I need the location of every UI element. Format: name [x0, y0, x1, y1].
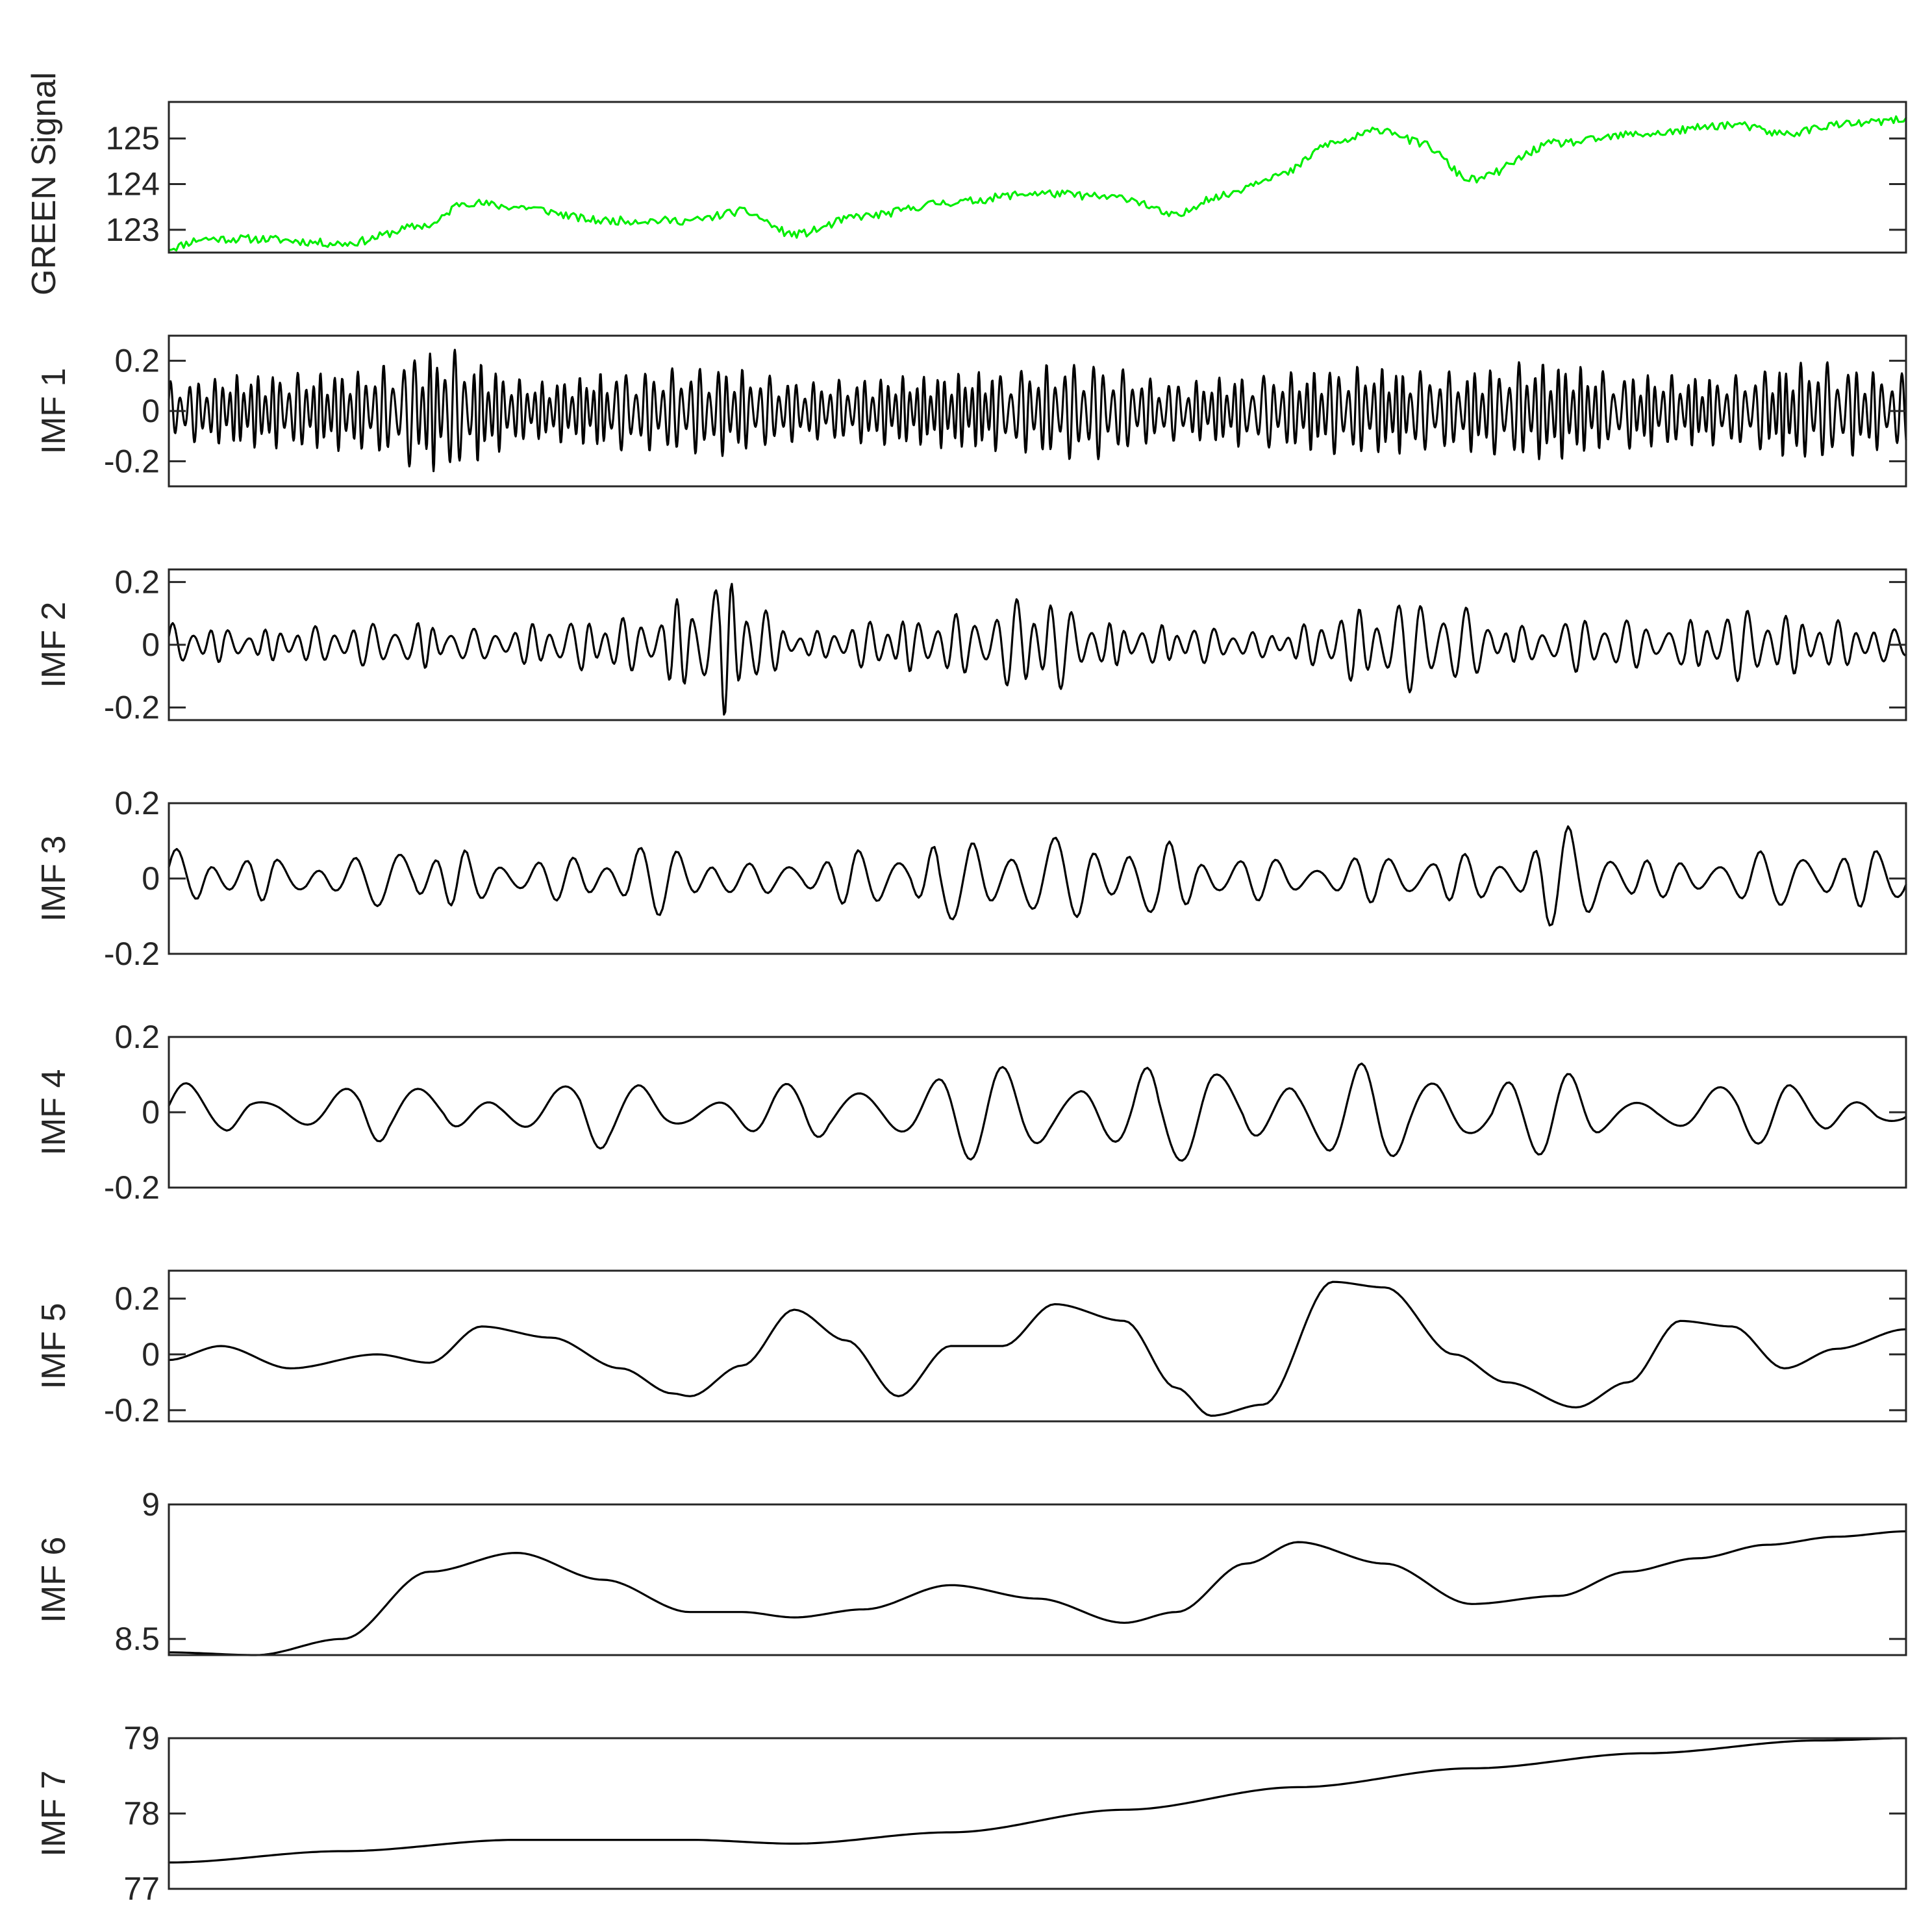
- series-line: [168, 1737, 1907, 1864]
- subplot-1: 123 124 125 GREEN Signal: [25, 72, 1907, 295]
- series-line: [168, 349, 1907, 473]
- subplot-2: -0.2 0 0.2 IMF 1: [35, 334, 1907, 488]
- y-tick-label: 0.2: [114, 564, 160, 600]
- y-axis-label: IMF 7: [35, 1771, 73, 1857]
- y-axis-label: IMF 2: [35, 602, 73, 688]
- y-axis-label: IMF 1: [35, 368, 73, 455]
- axes-box: [168, 101, 1907, 254]
- y-tick-label: 123: [106, 212, 160, 248]
- y-tick-label: 0: [142, 1336, 160, 1373]
- y-tick-label: 0.2: [114, 785, 160, 821]
- series-line: [168, 582, 1907, 716]
- y-axis-label: IMF 6: [35, 1537, 73, 1623]
- axes-box: [168, 1503, 1907, 1656]
- y-tick-label: 0: [142, 627, 160, 663]
- y-tick-label: 9: [142, 1486, 160, 1523]
- y-tick-label: 8.5: [114, 1621, 160, 1657]
- y-tick-label: 124: [106, 166, 160, 203]
- y-axis-label: IMF 5: [35, 1303, 73, 1390]
- y-axis-label: IMF 4: [35, 1069, 73, 1156]
- subplot-7: 8.5 9 IMF 6: [35, 1486, 1907, 1657]
- y-axis-label: IMF 3: [35, 836, 73, 922]
- axes-box: [168, 802, 1907, 955]
- series-line: [168, 1062, 1907, 1162]
- y-tick-label: 0.2: [114, 1019, 160, 1055]
- y-tick-label: 0.2: [114, 1280, 160, 1317]
- series-line: [168, 825, 1907, 927]
- y-tick-label: -0.2: [104, 690, 160, 726]
- subplot-6: -0.2 0 0.2 IMF 5: [35, 1269, 1907, 1428]
- axes-box: [168, 1269, 1907, 1423]
- y-tick-label: 77: [123, 1871, 160, 1907]
- y-tick-label: -0.2: [104, 443, 160, 479]
- y-tick-label: -0.2: [104, 936, 160, 972]
- y-tick-label: -0.2: [104, 1392, 160, 1428]
- y-axis-label: GREEN Signal: [25, 72, 63, 295]
- subplot-3: -0.2 0 0.2 IMF 2: [35, 564, 1907, 726]
- y-tick-label: 0: [142, 393, 160, 429]
- y-tick-label: -0.2: [104, 1169, 160, 1206]
- axes-box: [168, 1737, 1907, 1890]
- subplot-5: -0.2 0 0.2 IMF 4: [35, 1019, 1907, 1206]
- axes-box: [168, 1036, 1907, 1189]
- y-tick-label: 0: [142, 860, 160, 897]
- series-line: [168, 1280, 1907, 1417]
- series-line: [168, 115, 1907, 252]
- y-tick-label: 0: [142, 1094, 160, 1130]
- subplot-8: 77 78 79 IMF 7: [35, 1720, 1907, 1907]
- y-tick-label: 0.2: [114, 343, 160, 379]
- subplot-4: -0.2 0 0.2 IMF 3: [35, 785, 1907, 972]
- series-line: [168, 1530, 1907, 1656]
- y-tick-label: 125: [106, 120, 160, 156]
- y-tick-label: 78: [123, 1795, 160, 1832]
- y-tick-label: 79: [123, 1720, 160, 1756]
